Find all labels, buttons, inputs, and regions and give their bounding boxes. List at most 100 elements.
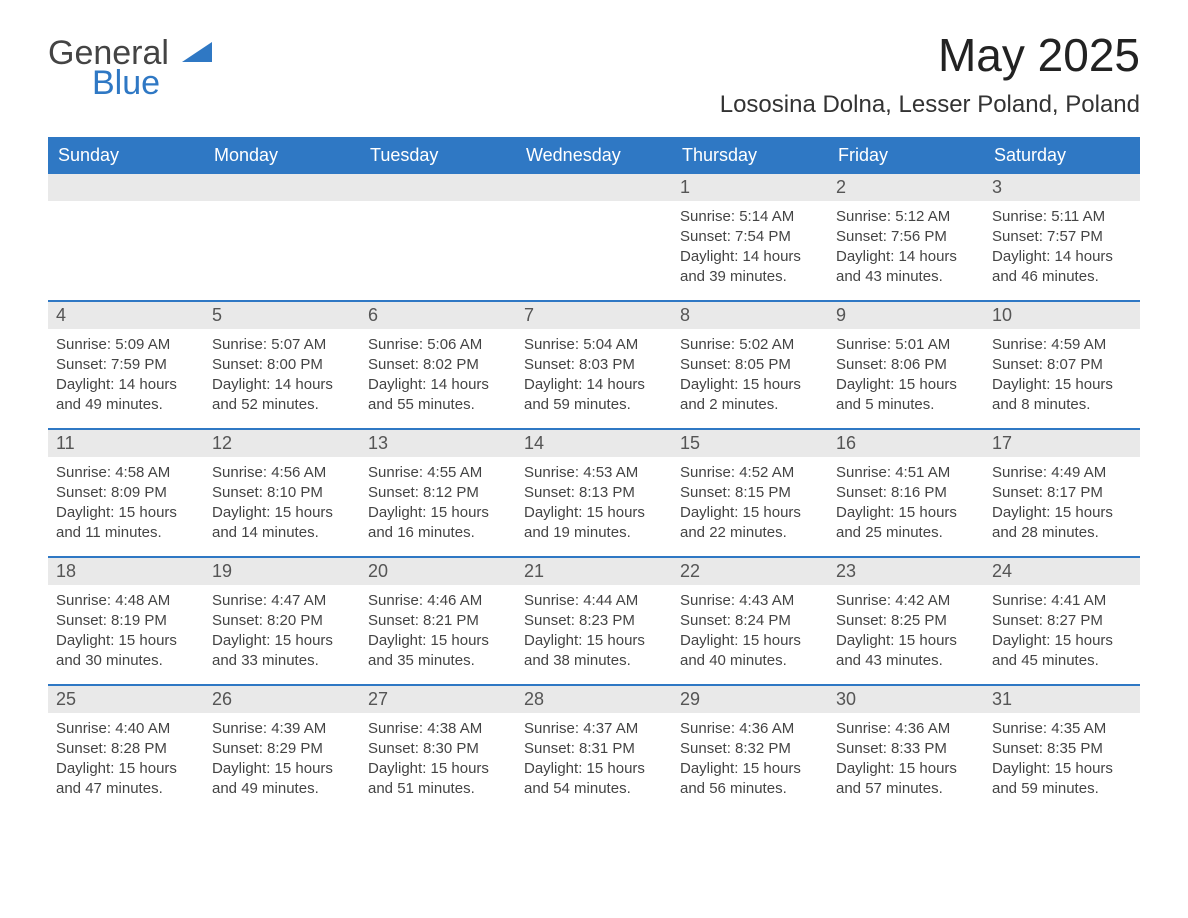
sunrise-text: Sunrise: 5:06 AM bbox=[368, 335, 508, 355]
daylight-line2: and 16 minutes. bbox=[368, 523, 508, 543]
sunrise-text: Sunrise: 5:02 AM bbox=[680, 335, 820, 355]
sunset-text: Sunset: 7:57 PM bbox=[992, 227, 1132, 247]
day-number: 26 bbox=[204, 686, 360, 713]
day-body: Sunrise: 4:49 AMSunset: 8:17 PMDaylight:… bbox=[984, 457, 1140, 548]
daylight-line1: Daylight: 15 hours bbox=[836, 503, 976, 523]
day-cell: 11Sunrise: 4:58 AMSunset: 8:09 PMDayligh… bbox=[48, 430, 204, 556]
weekday-label: Sunday bbox=[48, 137, 204, 174]
daylight-line2: and 25 minutes. bbox=[836, 523, 976, 543]
day-cell: 30Sunrise: 4:36 AMSunset: 8:33 PMDayligh… bbox=[828, 686, 984, 812]
day-cell: 2Sunrise: 5:12 AMSunset: 7:56 PMDaylight… bbox=[828, 174, 984, 300]
daylight-line1: Daylight: 15 hours bbox=[992, 759, 1132, 779]
daylight-line1: Daylight: 14 hours bbox=[680, 247, 820, 267]
daylight-line2: and 49 minutes. bbox=[56, 395, 196, 415]
day-body: Sunrise: 4:59 AMSunset: 8:07 PMDaylight:… bbox=[984, 329, 1140, 420]
sunrise-text: Sunrise: 4:51 AM bbox=[836, 463, 976, 483]
day-body: Sunrise: 4:43 AMSunset: 8:24 PMDaylight:… bbox=[672, 585, 828, 676]
weekday-label: Tuesday bbox=[360, 137, 516, 174]
daylight-line1: Daylight: 14 hours bbox=[212, 375, 352, 395]
daylight-line1: Daylight: 15 hours bbox=[368, 759, 508, 779]
brand-logo: General Blue bbox=[48, 36, 212, 100]
day-cell: 3Sunrise: 5:11 AMSunset: 7:57 PMDaylight… bbox=[984, 174, 1140, 300]
day-cell: 24Sunrise: 4:41 AMSunset: 8:27 PMDayligh… bbox=[984, 558, 1140, 684]
day-body: Sunrise: 5:12 AMSunset: 7:56 PMDaylight:… bbox=[828, 201, 984, 292]
sunrise-text: Sunrise: 5:11 AM bbox=[992, 207, 1132, 227]
sunset-text: Sunset: 8:20 PM bbox=[212, 611, 352, 631]
day-number: 15 bbox=[672, 430, 828, 457]
sunrise-text: Sunrise: 5:07 AM bbox=[212, 335, 352, 355]
sunset-text: Sunset: 8:15 PM bbox=[680, 483, 820, 503]
daylight-line2: and 35 minutes. bbox=[368, 651, 508, 671]
empty-day-header bbox=[48, 174, 204, 201]
daylight-line1: Daylight: 15 hours bbox=[56, 759, 196, 779]
day-number: 1 bbox=[672, 174, 828, 201]
sunset-text: Sunset: 8:32 PM bbox=[680, 739, 820, 759]
day-number: 5 bbox=[204, 302, 360, 329]
calendar-week: 25Sunrise: 4:40 AMSunset: 8:28 PMDayligh… bbox=[48, 684, 1140, 812]
daylight-line1: Daylight: 15 hours bbox=[680, 759, 820, 779]
day-body: Sunrise: 5:04 AMSunset: 8:03 PMDaylight:… bbox=[516, 329, 672, 420]
sunset-text: Sunset: 8:30 PM bbox=[368, 739, 508, 759]
day-cell: 14Sunrise: 4:53 AMSunset: 8:13 PMDayligh… bbox=[516, 430, 672, 556]
sunrise-text: Sunrise: 4:47 AM bbox=[212, 591, 352, 611]
sunset-text: Sunset: 8:16 PM bbox=[836, 483, 976, 503]
sunset-text: Sunset: 7:56 PM bbox=[836, 227, 976, 247]
empty-day-header bbox=[360, 174, 516, 201]
day-cell bbox=[48, 174, 204, 300]
sunset-text: Sunset: 7:59 PM bbox=[56, 355, 196, 375]
sunset-text: Sunset: 8:23 PM bbox=[524, 611, 664, 631]
day-number: 24 bbox=[984, 558, 1140, 585]
day-body: Sunrise: 4:58 AMSunset: 8:09 PMDaylight:… bbox=[48, 457, 204, 548]
sunset-text: Sunset: 8:13 PM bbox=[524, 483, 664, 503]
daylight-line2: and 46 minutes. bbox=[992, 267, 1132, 287]
sunrise-text: Sunrise: 4:53 AM bbox=[524, 463, 664, 483]
day-number: 18 bbox=[48, 558, 204, 585]
day-number: 12 bbox=[204, 430, 360, 457]
day-body: Sunrise: 4:53 AMSunset: 8:13 PMDaylight:… bbox=[516, 457, 672, 548]
weeks-container: 1Sunrise: 5:14 AMSunset: 7:54 PMDaylight… bbox=[48, 174, 1140, 812]
sunset-text: Sunset: 8:28 PM bbox=[56, 739, 196, 759]
day-number: 19 bbox=[204, 558, 360, 585]
sunrise-text: Sunrise: 4:59 AM bbox=[992, 335, 1132, 355]
day-cell: 12Sunrise: 4:56 AMSunset: 8:10 PMDayligh… bbox=[204, 430, 360, 556]
daylight-line2: and 57 minutes. bbox=[836, 779, 976, 799]
daylight-line1: Daylight: 15 hours bbox=[56, 631, 196, 651]
weekday-label: Wednesday bbox=[516, 137, 672, 174]
sunset-text: Sunset: 8:00 PM bbox=[212, 355, 352, 375]
sunset-text: Sunset: 8:17 PM bbox=[992, 483, 1132, 503]
sunset-text: Sunset: 7:54 PM bbox=[680, 227, 820, 247]
day-cell: 22Sunrise: 4:43 AMSunset: 8:24 PMDayligh… bbox=[672, 558, 828, 684]
day-cell bbox=[204, 174, 360, 300]
day-body: Sunrise: 4:55 AMSunset: 8:12 PMDaylight:… bbox=[360, 457, 516, 548]
daylight-line2: and 47 minutes. bbox=[56, 779, 196, 799]
brand-text: General Blue bbox=[48, 36, 212, 100]
sunrise-text: Sunrise: 4:35 AM bbox=[992, 719, 1132, 739]
sunset-text: Sunset: 8:12 PM bbox=[368, 483, 508, 503]
weekday-header: Sunday Monday Tuesday Wednesday Thursday… bbox=[48, 137, 1140, 174]
daylight-line1: Daylight: 15 hours bbox=[680, 375, 820, 395]
day-cell: 5 Sunrise: 5:07 AMSunset: 8:00 PMDaylight… bbox=[204, 302, 360, 428]
day-body: Sunrise: 5:11 AMSunset: 7:57 PMDaylight:… bbox=[984, 201, 1140, 292]
day-body: Sunrise: 4:47 AMSunset: 8:20 PMDaylight:… bbox=[204, 585, 360, 676]
sunset-text: Sunset: 8:29 PM bbox=[212, 739, 352, 759]
day-number: 23 bbox=[828, 558, 984, 585]
daylight-line1: Daylight: 15 hours bbox=[836, 375, 976, 395]
daylight-line1: Daylight: 15 hours bbox=[992, 375, 1132, 395]
day-number: 28 bbox=[516, 686, 672, 713]
sunset-text: Sunset: 8:31 PM bbox=[524, 739, 664, 759]
sunset-text: Sunset: 8:06 PM bbox=[836, 355, 976, 375]
day-cell bbox=[516, 174, 672, 300]
sunset-text: Sunset: 8:10 PM bbox=[212, 483, 352, 503]
daylight-line2: and 54 minutes. bbox=[524, 779, 664, 799]
daylight-line2: and 51 minutes. bbox=[368, 779, 508, 799]
day-number: 11 bbox=[48, 430, 204, 457]
day-cell: 15Sunrise: 4:52 AMSunset: 8:15 PMDayligh… bbox=[672, 430, 828, 556]
day-cell: 31Sunrise: 4:35 AMSunset: 8:35 PMDayligh… bbox=[984, 686, 1140, 812]
daylight-line1: Daylight: 14 hours bbox=[992, 247, 1132, 267]
day-number: 25 bbox=[48, 686, 204, 713]
day-body: Sunrise: 4:37 AMSunset: 8:31 PMDaylight:… bbox=[516, 713, 672, 804]
sunset-text: Sunset: 8:05 PM bbox=[680, 355, 820, 375]
day-body: Sunrise: 4:40 AMSunset: 8:28 PMDaylight:… bbox=[48, 713, 204, 804]
day-cell: 26Sunrise: 4:39 AMSunset: 8:29 PMDayligh… bbox=[204, 686, 360, 812]
daylight-line1: Daylight: 15 hours bbox=[836, 631, 976, 651]
